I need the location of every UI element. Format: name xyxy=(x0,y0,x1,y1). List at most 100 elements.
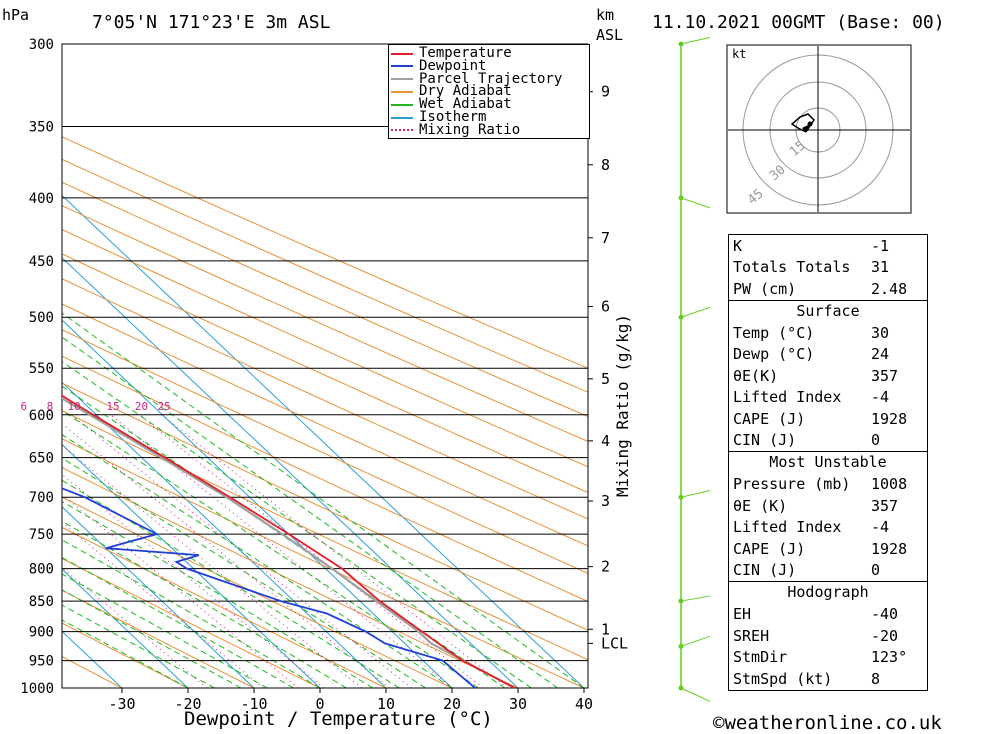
pressure-tick-label: 500 xyxy=(29,310,54,326)
pressure-tick-label: 850 xyxy=(29,594,54,610)
legend-entry: Isotherm xyxy=(391,109,487,125)
x-tick-label: 0 xyxy=(315,695,324,713)
wet-adiabat-line xyxy=(62,539,321,688)
wet-adiabat-line xyxy=(62,457,426,688)
isotherm-line xyxy=(62,443,321,688)
surface-theta-label: θE(K) xyxy=(733,366,779,385)
hodograph-title: Hodograph xyxy=(787,583,869,601)
dry-adiabat-line xyxy=(62,382,588,631)
mixing-ratio-label: 8 xyxy=(47,400,54,413)
location-title: 7°05'N 171°23'E 3m ASL xyxy=(92,12,331,33)
isotherm-line xyxy=(62,630,123,688)
surface-dewp-value: 24 xyxy=(871,345,890,364)
dry-adiabat-line xyxy=(62,656,123,688)
legend-swatch xyxy=(391,116,413,119)
legend-label: Parcel Trajectory xyxy=(419,70,563,87)
km-unit-label: km xyxy=(596,6,615,24)
dry-adiabat-line xyxy=(62,181,588,418)
surface-title: Surface xyxy=(796,301,860,320)
km-asl-label: ASL xyxy=(596,26,624,44)
dry-adiabat-line xyxy=(62,526,387,688)
dry-adiabat-line xyxy=(62,467,519,688)
pressure-tick-label: 450 xyxy=(29,254,54,270)
surface-cape-label: CAPE (J) xyxy=(733,409,806,428)
stmspd-value: 8 xyxy=(871,669,881,688)
legend-label: Dry Adiabat xyxy=(419,83,512,100)
km-tick-label: 4 xyxy=(601,432,610,450)
wind-barb xyxy=(680,197,711,209)
km-tick-label: 5 xyxy=(601,370,610,388)
hodograph-unit: kt xyxy=(732,47,746,61)
dry-adiabat-line xyxy=(62,355,588,603)
x-tick-label: -10 xyxy=(240,695,267,713)
wind-barb xyxy=(680,36,711,45)
mixing-ratio-label: 6 xyxy=(21,400,28,413)
x-tick-label: 30 xyxy=(509,695,527,713)
legend-swatch xyxy=(391,78,413,81)
isotherm-line xyxy=(62,257,519,688)
surface-theta-value: 357 xyxy=(871,366,899,385)
pressure-tick-label: 600 xyxy=(29,408,54,424)
surface-li-value: -4 xyxy=(871,388,890,407)
km-tick-label: 9 xyxy=(601,83,610,101)
hodograph: kt 15 30 45 xyxy=(726,44,912,214)
stmdir-value: 123° xyxy=(871,648,908,667)
legend-swatch xyxy=(391,65,413,68)
km-tick-label: 8 xyxy=(601,156,610,174)
mixing-ratio-label: 25 xyxy=(158,400,171,413)
isotherm-line xyxy=(62,506,255,688)
isotherm-line xyxy=(62,381,387,688)
x-tick-label: 10 xyxy=(377,695,395,713)
totals-totals-value: 31 xyxy=(871,258,890,277)
wet-adiabat-line xyxy=(62,479,400,688)
surface-cin-label: CIN (J) xyxy=(733,431,797,450)
totals-totals-label: Totals Totals xyxy=(733,258,851,277)
dry-adiabat-line xyxy=(62,158,588,393)
eh-value: -40 xyxy=(871,605,899,624)
wind-barb xyxy=(680,635,711,647)
legend-swatch xyxy=(391,129,413,132)
pw-value: 2.48 xyxy=(871,279,908,298)
dry-adiabat-line xyxy=(62,205,588,442)
dry-adiabat-line xyxy=(62,136,588,369)
isotherm-line xyxy=(62,194,585,688)
temperature-line xyxy=(62,394,516,688)
dry-adiabat-line xyxy=(62,438,585,688)
pressure-tick-label: 650 xyxy=(29,451,54,467)
dry-adiabat-line xyxy=(62,589,255,688)
mu-li-label: Lifted Index xyxy=(733,518,842,537)
pw-label: PW (cm) xyxy=(733,279,797,298)
legend-label: Dewpoint xyxy=(419,57,487,74)
x-tick-label: -20 xyxy=(174,695,201,713)
legend-entry: Dewpoint xyxy=(391,57,487,74)
x-tick-label: 40 xyxy=(575,695,593,713)
legend-swatch xyxy=(391,90,413,93)
km-tick-label: 2 xyxy=(601,558,610,576)
legend-label: Isotherm xyxy=(419,109,487,125)
surface-cin-value: 0 xyxy=(871,431,881,450)
surface-cape-value: 1928 xyxy=(871,409,908,428)
mu-pressure-value: 1008 xyxy=(871,475,908,494)
legend-entry: Dry Adiabat xyxy=(391,83,512,100)
dry-adiabat-line xyxy=(62,557,321,688)
k-value: -1 xyxy=(871,236,890,255)
surface-li-label: Lifted Index xyxy=(733,388,842,407)
mu-cin-value: 0 xyxy=(871,561,881,580)
wind-barb xyxy=(680,306,711,318)
legend-entry: Parcel Trajectory xyxy=(391,70,563,87)
pressure-tick-label: 750 xyxy=(29,527,54,543)
mixing-ratio-line xyxy=(161,414,508,688)
wind-barb xyxy=(680,687,711,702)
mu-theta-value: 357 xyxy=(871,496,899,515)
k-label: K xyxy=(733,236,743,255)
x-tick-label: -30 xyxy=(108,695,135,713)
mixing-ratio-line xyxy=(62,423,390,688)
mu-cape-value: 1928 xyxy=(871,539,908,558)
wet-adiabat-line xyxy=(62,500,374,688)
legend-label: Mixing Ratio xyxy=(419,121,521,138)
mu-cape-label: CAPE (J) xyxy=(733,539,806,558)
pressure-unit-label: hPa xyxy=(2,6,30,24)
x-tick-label: 20 xyxy=(443,695,461,713)
parcel-trajectory-line xyxy=(62,397,516,688)
pressure-tick-label: 550 xyxy=(29,361,54,377)
